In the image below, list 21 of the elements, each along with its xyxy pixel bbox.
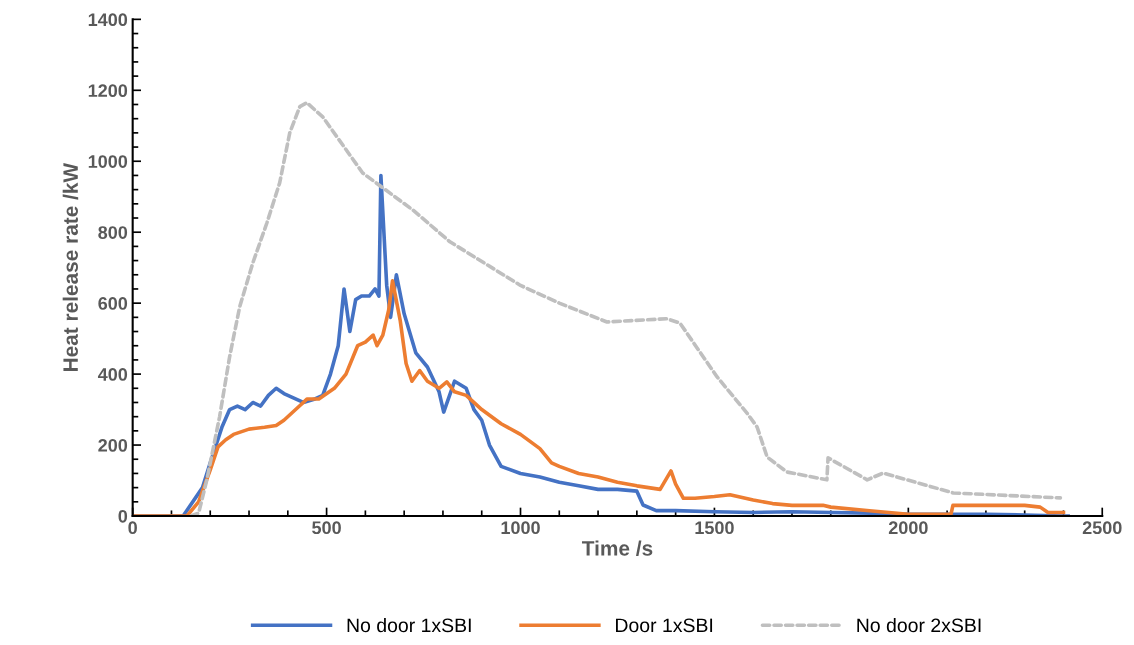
y-tick-label: 200 [98, 438, 128, 452]
x-tick-label: 1500 [695, 521, 734, 535]
line-series [132, 278, 1066, 516]
line-series [189, 100, 1063, 516]
legend-label: No door 1xSBI [347, 617, 471, 633]
y-tick-label: 600 [98, 297, 128, 310]
x-tick-label: 0 [128, 521, 137, 535]
y-tick-label: 0 [118, 509, 128, 523]
x-tick-label: 500 [312, 521, 341, 535]
y-tick-label: 400 [97, 368, 128, 381]
y-tick-label: 800 [98, 226, 128, 239]
y-tick-label: 1200 [88, 84, 128, 98]
y-tick-label: 1400 [88, 13, 128, 27]
x-axis-title: Time /s [581, 540, 653, 556]
legend-label: No door 2xSBI [857, 617, 981, 633]
x-tick-label: 2000 [888, 521, 928, 535]
x-tick-label: 1000 [501, 521, 540, 535]
x-tick-label: 2500 [1082, 521, 1122, 535]
legend-label: Door 1xSBI [616, 618, 713, 633]
y-axis-title: Heat release rate /kW [62, 162, 79, 372]
y-tick-label: 1000 [88, 155, 128, 168]
